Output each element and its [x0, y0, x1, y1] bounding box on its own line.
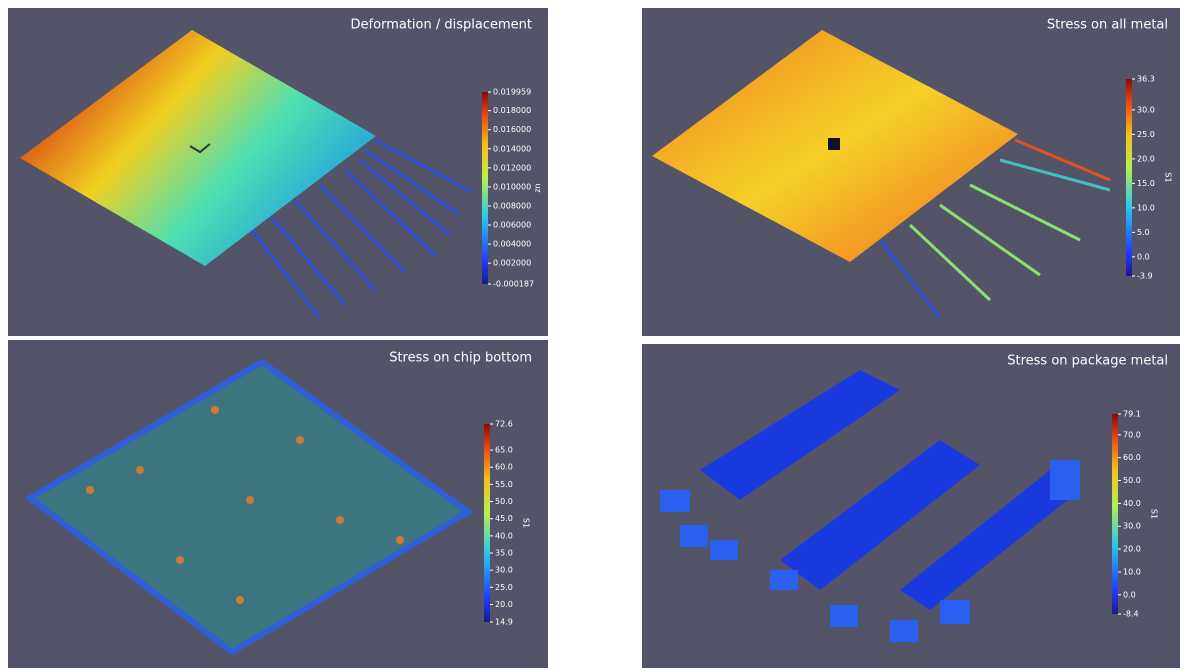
panel-title: Stress on chip bottom	[389, 351, 532, 366]
leads	[660, 460, 1080, 642]
die	[828, 138, 840, 150]
colorbar-tick-label: 30.0	[495, 566, 513, 575]
colorbar-tick-label: 15.0	[1137, 179, 1155, 188]
colorbar-tick-label: 0.012000	[493, 163, 531, 172]
plate	[20, 30, 376, 266]
colorbar-tick-label: 0.0	[1123, 590, 1136, 599]
colorbar-tick-label: 70.0	[1123, 430, 1141, 439]
panel-title: Deformation / displacement	[351, 18, 532, 33]
panel-title: Stress on package metal	[1007, 354, 1168, 369]
colorbar-tick-label: 0.002000	[493, 259, 531, 268]
frame	[700, 370, 900, 500]
colorbar-label: uz	[534, 183, 543, 192]
colorbar-label: S1	[522, 518, 531, 528]
colorbar-tick-label: 50.0	[495, 497, 513, 506]
colorbar-tick-label: 40.0	[1123, 499, 1141, 508]
colorbar-tick-label: 72.6	[495, 420, 513, 429]
colorbar-tick-label: 0.010000	[493, 182, 531, 191]
render-2	[652, 30, 1111, 319]
colorbar-tick-label: 25.0	[495, 583, 513, 592]
bumps	[86, 406, 404, 604]
colorbar-tick-label: 40.0	[495, 531, 513, 540]
colorbar-tick-label: 20.0	[1123, 545, 1141, 554]
render-4	[660, 370, 1080, 642]
colorbar	[1126, 79, 1132, 276]
colorbar-tick-label: 14.9	[495, 618, 513, 627]
colorbar-tick-label: 25.0	[1137, 130, 1155, 139]
frame	[900, 470, 1080, 610]
render-1	[20, 30, 473, 319]
colorbar-tick-label: -8.4	[1123, 610, 1139, 619]
colorbar-tick-label: 30.0	[1137, 105, 1155, 114]
panel-title: Stress on all metal	[1047, 18, 1168, 33]
colorbar-tick-label: 50.0	[1123, 476, 1141, 485]
colorbar-tick-label: -3.9	[1137, 272, 1153, 281]
leads	[248, 138, 473, 319]
colorbar-tick-label: 65.0	[495, 446, 513, 455]
colorbar-tick-label: 60.0	[495, 463, 513, 472]
colorbar-tick-label: 0.004000	[493, 240, 531, 249]
colorbar-tick-label: 20.0	[495, 600, 513, 609]
colorbar-label: S1	[1150, 509, 1159, 519]
colorbar-tick-label: 0.006000	[493, 221, 531, 230]
leads	[878, 138, 1111, 319]
colorbar	[484, 424, 490, 622]
colorbar-tick-label: 10.0	[1137, 203, 1155, 212]
colorbar-tick-label: 0.014000	[493, 144, 531, 153]
colorbar-tick-label: 60.0	[1123, 453, 1141, 462]
colorbar	[1112, 414, 1118, 614]
colorbar-tick-label: 20.0	[1137, 154, 1155, 163]
colorbar-tick-label: 0.016000	[493, 125, 531, 134]
colorbar-tick-label: 35.0	[495, 549, 513, 558]
colorbar-tick-label: 10.0	[1123, 567, 1141, 576]
colorbar-tick-label: 79.1	[1123, 410, 1141, 419]
colorbar-tick-label: 55.0	[495, 480, 513, 489]
colorbar-tick-label: 0.008000	[493, 201, 531, 210]
colorbar-tick-label: 0.019959	[493, 88, 531, 97]
plate	[24, 358, 474, 656]
colorbar-tick-label: 30.0	[1123, 522, 1141, 531]
colorbar-label: S1	[1164, 172, 1173, 182]
paddle	[780, 440, 980, 590]
colorbar-tick-label: 45.0	[495, 514, 513, 523]
colorbar-tick-label: 0.018000	[493, 106, 531, 115]
die	[189, 143, 211, 154]
colorbar-tick-label: 5.0	[1137, 228, 1150, 237]
render-3	[24, 358, 474, 656]
colorbar-tick-label: -0.000187	[493, 280, 534, 289]
colorbar	[482, 92, 488, 284]
colorbar-tick-label: 36.3	[1137, 75, 1155, 84]
colorbar-tick-label: 0.0	[1137, 252, 1150, 261]
